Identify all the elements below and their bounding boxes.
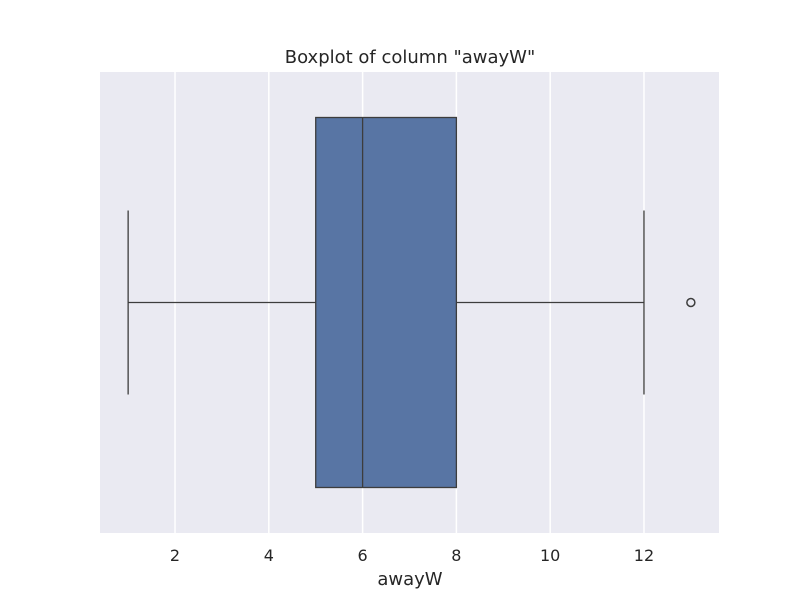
x-tick-label-10: 10: [540, 546, 560, 565]
x-tick-label-12: 12: [634, 546, 654, 565]
x-tick-label-8: 8: [451, 546, 461, 565]
x-tick-label-6: 6: [358, 546, 368, 565]
x-tick-label-2: 2: [170, 546, 180, 565]
x-tick-label-4: 4: [264, 546, 274, 565]
box-iqr: [315, 116, 458, 489]
outlier-point: [686, 297, 696, 308]
x-axis-label: awayW: [377, 569, 442, 590]
x-tick-labels: 2 4 6 8 10 12: [170, 546, 654, 565]
box-group: [127, 116, 696, 489]
chart-title: Boxplot of column "awayW": [285, 47, 536, 68]
